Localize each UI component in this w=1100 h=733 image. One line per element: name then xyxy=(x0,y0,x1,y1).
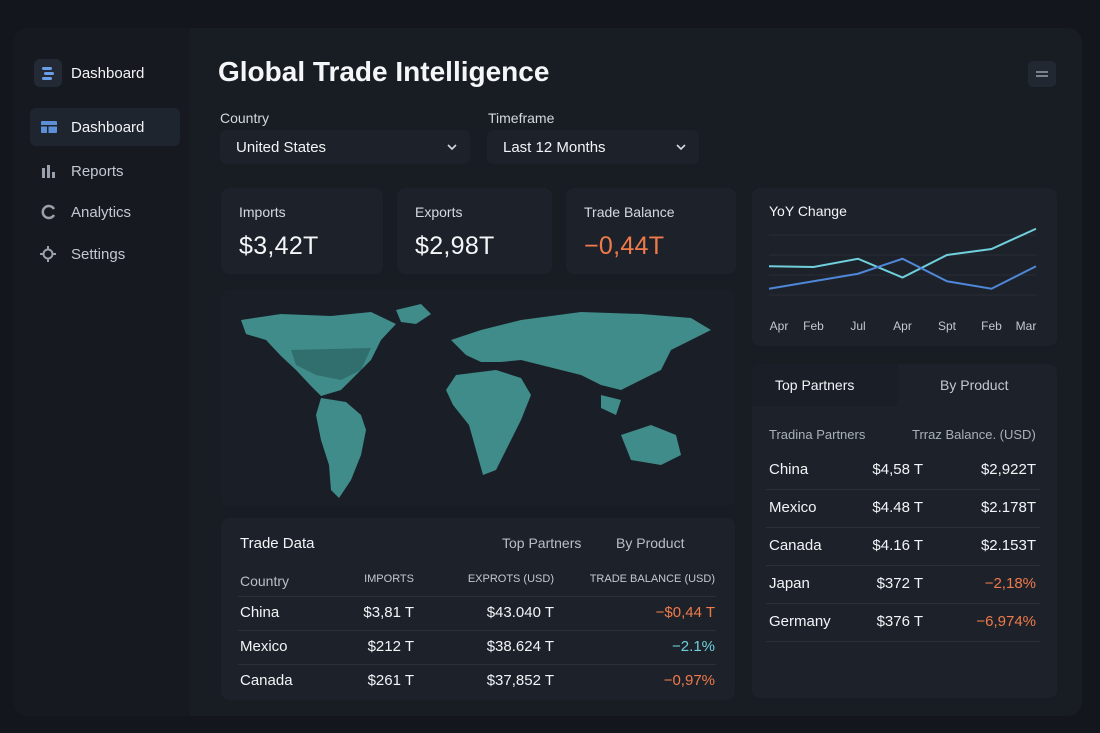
kpi-value: $2,98T xyxy=(415,232,495,260)
country-select[interactable]: United States xyxy=(220,130,470,164)
table-cell: −$0,44 T xyxy=(655,604,715,621)
page-title: Global Trade Intelligence xyxy=(218,56,550,87)
brand: Dashboard xyxy=(71,65,145,82)
row-separator xyxy=(238,664,716,665)
partners-cell: Mexico xyxy=(769,499,817,516)
filter-label: Timeframe xyxy=(488,110,555,126)
table-tab[interactable]: Top Partners xyxy=(502,535,582,551)
partners-card xyxy=(752,364,1057,698)
table-header: TRADE BALANCE (USD) xyxy=(589,573,715,585)
chart-title: YoY Change xyxy=(769,203,847,219)
nav-item[interactable]: Dashboard xyxy=(30,108,180,146)
partners-cell: Canada xyxy=(769,537,822,554)
kpi-card: Trade Balance −0,44T xyxy=(566,188,736,274)
table-cell: $43.040 T xyxy=(486,604,554,621)
partners-cell: −2,18% xyxy=(984,575,1036,592)
select-value: United States xyxy=(236,139,327,156)
tab-active[interactable] xyxy=(752,364,898,406)
table-cell: $261 T xyxy=(367,672,414,689)
timeframe-select[interactable]: Last 12 Months xyxy=(487,130,699,164)
table-header: Country xyxy=(240,573,290,589)
nav-label: Dashboard xyxy=(71,119,145,136)
partners-cell: $2,922T xyxy=(980,461,1036,478)
table-cell: $3,81 T xyxy=(363,604,414,621)
partners-header: Tradina Partners xyxy=(769,427,866,442)
x-tick-label: Feb xyxy=(803,319,824,333)
row-separator xyxy=(766,527,1040,528)
row-separator xyxy=(766,489,1040,490)
nav-item[interactable]: Analytics xyxy=(30,193,180,231)
partners-cell: $2.178T xyxy=(980,499,1036,516)
partners-cell: $4.16 T xyxy=(872,537,923,554)
table-cell: Canada xyxy=(240,672,293,689)
x-tick-label: Feb xyxy=(981,319,1002,333)
table-cell: −2.1% xyxy=(672,638,715,655)
table-header: EXPROTS (USD) xyxy=(467,573,554,585)
partners-cell: Japan xyxy=(769,575,810,592)
kpi-value: $3,42T xyxy=(239,232,319,260)
map-card xyxy=(221,290,735,506)
row-separator xyxy=(766,565,1040,566)
x-tick-label: Jul xyxy=(850,319,865,333)
x-tick-label: Apr xyxy=(893,319,912,333)
line-series xyxy=(768,257,1037,290)
row-separator xyxy=(238,630,716,631)
kpi-label: Exports xyxy=(415,204,463,220)
kpi-label: Trade Balance xyxy=(584,204,675,220)
table-title: Trade Data xyxy=(240,535,315,552)
partners-header: Trraz Balance. (USD) xyxy=(912,427,1036,442)
world-map xyxy=(241,304,711,498)
nav-item[interactable]: Settings xyxy=(30,235,180,273)
table-cell: −0,97% xyxy=(663,672,715,689)
brand-icon xyxy=(34,59,62,87)
x-tick-label: Apr xyxy=(770,319,789,333)
partners-cell: $372 T xyxy=(876,575,923,592)
table-cell: $38.624 T xyxy=(486,638,554,655)
table-cell: China xyxy=(240,604,280,621)
partners-cell: −6,974% xyxy=(976,613,1036,630)
nav-label: Settings xyxy=(71,246,126,263)
menu-button[interactable] xyxy=(1028,61,1056,87)
table-cell: $212 T xyxy=(367,638,414,655)
row-separator xyxy=(238,596,716,597)
partners-cell: $4.48 T xyxy=(872,499,923,516)
kpi-card: Imports $3,42T xyxy=(221,188,383,274)
nav-item[interactable]: Reports xyxy=(30,152,180,190)
nav-label: Reports xyxy=(71,163,124,180)
table-header: IMPORTS xyxy=(364,573,414,585)
partners-tab[interactable]: By Product xyxy=(940,377,1009,393)
row-separator xyxy=(766,641,1040,642)
partners-cell: Germany xyxy=(769,613,831,630)
table-tab[interactable]: By Product xyxy=(616,535,685,551)
trade-table-card xyxy=(221,518,735,700)
kpi-value: −0,44T xyxy=(584,232,665,260)
partners-cell: $2.153T xyxy=(980,537,1036,554)
line-series xyxy=(768,227,1037,279)
partners-cell: $4,58 T xyxy=(872,461,923,478)
x-tick-label: Mar xyxy=(1016,319,1037,333)
x-tick-label: Spt xyxy=(938,319,957,333)
partners-cell: $376 T xyxy=(876,613,923,630)
nav-label: Analytics xyxy=(71,204,132,221)
kpi-card: Exports $2,98T xyxy=(397,188,552,274)
kpi-label: Imports xyxy=(239,204,286,220)
row-separator xyxy=(766,603,1040,604)
table-cell: $37,852 T xyxy=(486,672,554,689)
select-value: Last 12 Months xyxy=(503,139,606,156)
partners-tab[interactable]: Top Partners xyxy=(775,377,855,393)
filter-label: Country xyxy=(220,110,270,126)
table-cell: Mexico xyxy=(240,638,288,655)
partners-cell: China xyxy=(769,461,809,478)
